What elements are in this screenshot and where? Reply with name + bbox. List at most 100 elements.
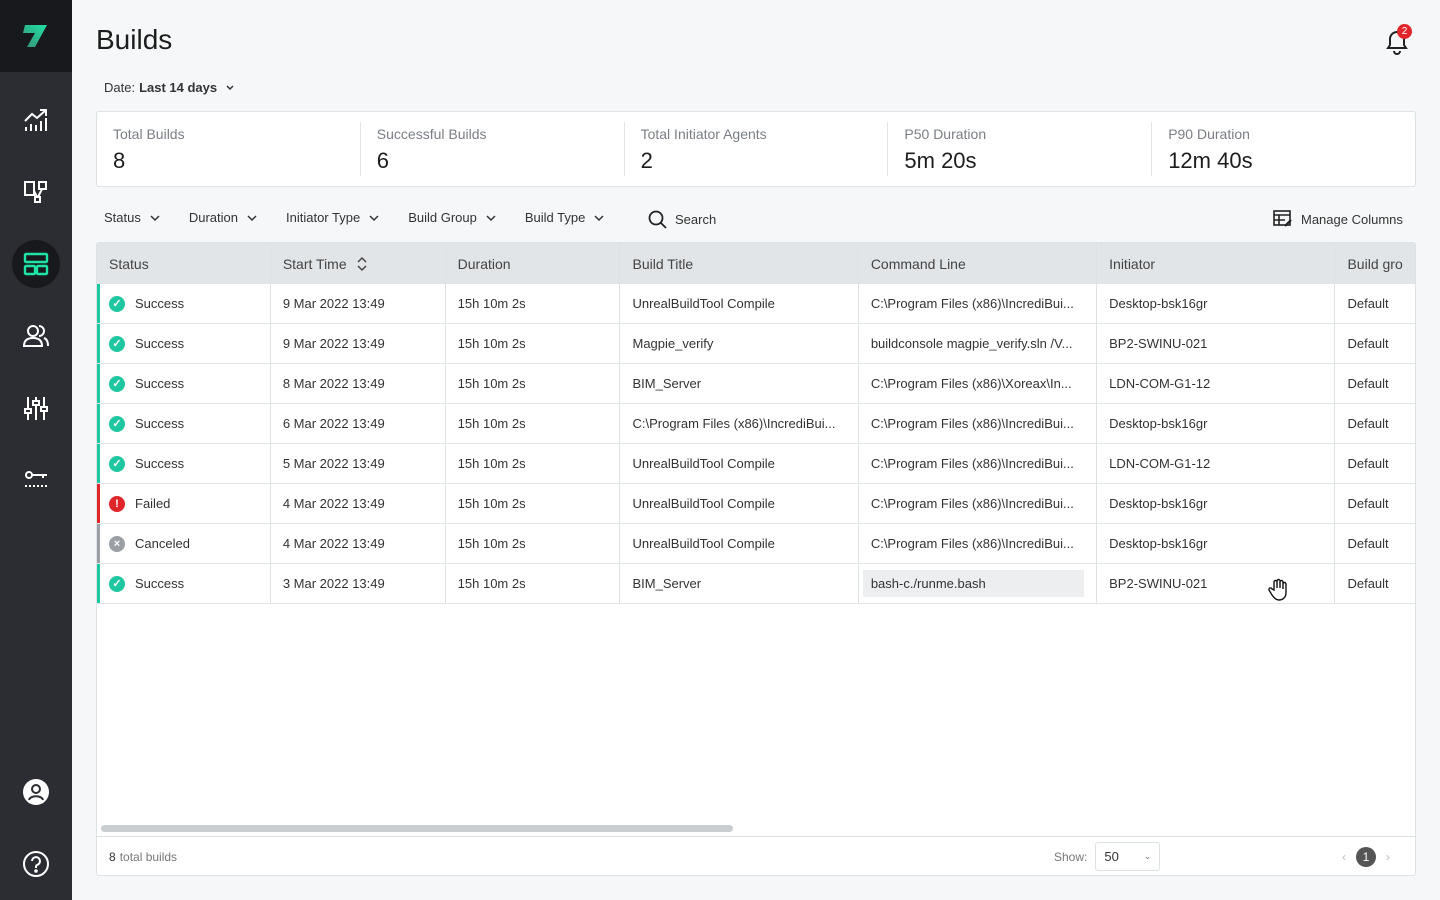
stat-label: Total Builds xyxy=(113,126,185,142)
prev-page-button[interactable]: ‹ xyxy=(1342,849,1346,864)
stat-label: Total Initiator Agents xyxy=(640,126,767,142)
filter-build-group[interactable]: Build Group xyxy=(408,210,497,225)
filter-initiator-type[interactable]: Initiator Type xyxy=(286,210,380,225)
column-header[interactable]: Initiator xyxy=(1097,243,1336,284)
table-row[interactable]: ✓ Success 5 Mar 2022 13:49 15h 10m 2s Unreal… xyxy=(97,444,1415,484)
manage-columns-button[interactable]: Manage Columns xyxy=(1273,210,1403,228)
status-text: Success xyxy=(135,336,185,351)
builds-table: Status Start Time Duration Build Title Comma… xyxy=(96,242,1416,876)
nav-keys[interactable] xyxy=(12,456,60,504)
logo[interactable] xyxy=(0,0,72,72)
page-1-button[interactable]: 1 xyxy=(1356,846,1376,867)
start-cell: 8 Mar 2022 13:49 xyxy=(271,364,446,403)
cmd-cell: bash-c./runme.bash xyxy=(859,564,1098,603)
nav-builds[interactable] xyxy=(12,240,60,288)
filter-duration[interactable]: Duration xyxy=(189,210,258,225)
column-header-label: Status xyxy=(109,255,149,272)
column-header[interactable]: Status xyxy=(97,243,271,284)
filter-label: Build Group xyxy=(408,210,477,225)
cmd-cell: C:\Program Files (x86)\IncrediBui... xyxy=(859,524,1098,563)
title-text: UnrealBuildTool Compile xyxy=(632,296,775,311)
group-text: Default xyxy=(1347,456,1389,471)
group-cell: Default xyxy=(1335,524,1415,563)
page-size-value: 50 xyxy=(1104,849,1119,864)
devices-icon xyxy=(24,181,47,203)
table-row[interactable]: ✓ Success 9 Mar 2022 13:49 15h 10m 2s Unreal… xyxy=(97,284,1415,324)
status-success-icon: ✓ xyxy=(109,335,125,352)
date-value: Last 14 days xyxy=(139,80,218,95)
start-cell: 4 Mar 2022 13:49 xyxy=(271,484,446,523)
nav-users[interactable] xyxy=(12,312,60,360)
stat-value: 5m 20s xyxy=(904,148,977,173)
start-cell: 9 Mar 2022 13:49 xyxy=(271,284,446,323)
nav-settings[interactable] xyxy=(12,384,60,432)
status-success-icon: ✓ xyxy=(109,295,125,312)
filter-status[interactable]: Status xyxy=(104,210,161,225)
group-cell: Default xyxy=(1335,324,1415,363)
column-header[interactable]: Build gro xyxy=(1335,243,1415,284)
status-text: Success xyxy=(135,576,185,591)
stat-value: 8 xyxy=(113,148,126,173)
horizontal-scrollbar[interactable] xyxy=(101,825,733,832)
page-size-select[interactable]: 50 ⌄ xyxy=(1095,842,1161,871)
title-cell: Magpie_verify xyxy=(620,324,859,363)
status-success-icon: ✓ xyxy=(109,455,125,472)
status-text: Success xyxy=(135,416,185,431)
status-stripe xyxy=(97,444,100,483)
initiator-text: Desktop-bsk16gr xyxy=(1109,296,1208,311)
initiator-text: LDN-COM-G1-12 xyxy=(1109,456,1211,471)
cmd-cell: C:\Program Files (x86)\IncrediBui... xyxy=(859,484,1098,523)
show-label: Show: xyxy=(1054,849,1088,864)
date-filter[interactable]: Date: Last 14 days xyxy=(104,80,239,95)
filter-build-type[interactable]: Build Type xyxy=(525,210,605,225)
sliders-icon xyxy=(24,397,48,420)
next-page-button[interactable]: › xyxy=(1386,849,1390,864)
column-header[interactable]: Command Line xyxy=(859,243,1098,284)
status-text: Success xyxy=(135,376,185,391)
start-text: 9 Mar 2022 13:49 xyxy=(282,336,385,351)
title-text: C:\Program Files (x86)\IncrediBui... xyxy=(632,416,836,431)
manage-columns-label: Manage Columns xyxy=(1301,211,1403,227)
start-cell: 4 Mar 2022 13:49 xyxy=(271,524,446,563)
nav-profile[interactable] xyxy=(12,768,60,816)
group-cell: Default xyxy=(1335,564,1415,603)
search-button[interactable]: Search xyxy=(648,210,716,229)
user-icon xyxy=(23,779,49,805)
start-cell: 5 Mar 2022 13:49 xyxy=(271,444,446,483)
initiator-text: Desktop-bsk16gr xyxy=(1109,496,1208,511)
start-cell: 9 Mar 2022 13:49 xyxy=(271,324,446,363)
table-row[interactable]: ✓ Success 8 Mar 2022 13:49 15h 10m 2s BIM_Se… xyxy=(97,364,1415,404)
stat-label: P50 Duration xyxy=(904,126,987,142)
nav-analytics[interactable] xyxy=(12,96,60,144)
title-text: UnrealBuildTool Compile xyxy=(632,536,775,551)
column-header-label: Command Line xyxy=(870,255,966,272)
title-cell: UnrealBuildTool Compile xyxy=(620,484,859,523)
duration-text: 15h 10m 2s xyxy=(457,376,526,391)
table-row[interactable]: ✓ Success 6 Mar 2022 13:49 15h 10m 2s C:\Pro… xyxy=(97,404,1415,444)
users-icon xyxy=(22,325,49,347)
table-row[interactable]: ✓ Success 3 Mar 2022 13:49 15h 10m 2s BIM_Se… xyxy=(97,564,1415,604)
cmd-text: C:\Program Files (x86)\IncrediBui... xyxy=(870,416,1074,431)
duration-cell: 15h 10m 2s xyxy=(446,324,621,363)
column-header[interactable]: Duration xyxy=(446,243,621,284)
status-stripe xyxy=(97,564,100,603)
stat-card: Successful Builds 6 xyxy=(361,122,625,176)
start-text: 4 Mar 2022 13:49 xyxy=(282,536,385,551)
stat-card: P50 Duration 5m 20s xyxy=(888,122,1153,176)
nav-help[interactable] xyxy=(12,840,60,888)
table-row[interactable]: × Canceled 4 Mar 2022 13:49 15h 10m 2s Unrea… xyxy=(97,524,1415,564)
status-cell: ✓ Success xyxy=(97,564,271,603)
chevron-down-icon xyxy=(486,214,496,221)
chart-trend-icon xyxy=(24,109,47,131)
column-header[interactable]: Start Time xyxy=(271,243,446,284)
nav-agents[interactable] xyxy=(12,168,60,216)
total-count-label: total builds xyxy=(119,849,178,864)
title-cell: BIM_Server xyxy=(620,564,859,603)
builds-grid-icon xyxy=(23,252,49,276)
chevron-down-icon xyxy=(226,84,234,90)
table-row[interactable]: ! Failed 4 Mar 2022 13:49 15h 10m 2s UnrealB… xyxy=(97,484,1415,524)
column-header[interactable]: Build Title xyxy=(620,243,859,284)
table-row[interactable]: ✓ Success 9 Mar 2022 13:49 15h 10m 2s Magpie… xyxy=(97,324,1415,364)
status-stripe xyxy=(97,404,100,443)
initiator-cell: LDN-COM-G1-12 xyxy=(1097,364,1336,403)
